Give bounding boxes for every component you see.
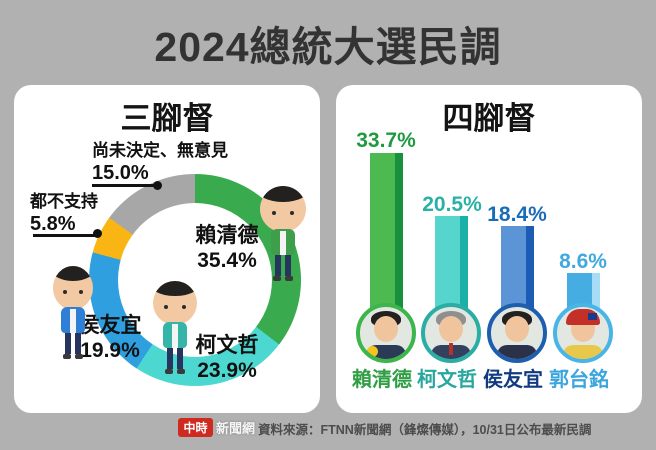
page-title: 2024總統大選民調 (154, 24, 502, 70)
label-ko: 柯文哲 23.9% (195, 334, 259, 383)
label-hou: 侯友宜 19.9% (78, 314, 142, 363)
bar-lai (370, 153, 403, 314)
label-no-support: 都不支持 5.8% (30, 192, 98, 235)
ko-hair (153, 281, 197, 296)
microphone-icon (367, 346, 378, 357)
chinatimes-logo-icon: 中時 (178, 418, 213, 437)
bar-name-hou: 侯友宜 (483, 369, 543, 391)
bar-value-hou: 18.4% (487, 203, 547, 226)
ko-figure-head (153, 281, 197, 325)
hou-photo (487, 303, 547, 363)
bar-hou (501, 226, 534, 314)
bar-value-ko: 20.5% (422, 193, 482, 216)
footer: 中時 新聞網 資料來源：FTNN新聞網（鋒燦傳媒），10/31日公布最新民調 (0, 416, 656, 444)
hou-photo-face (505, 316, 529, 342)
lai-figure (256, 186, 310, 281)
bar-value-lai: 33.7% (356, 129, 416, 152)
undecided-callout-line (92, 184, 156, 187)
gou-photo (553, 303, 613, 363)
chinatimes-logo: 中時 新聞網 (178, 418, 255, 437)
lai-hair (260, 186, 306, 202)
bar-ko (435, 216, 468, 314)
hou-figure-head (53, 266, 93, 310)
data-source: 資料來源：FTNN新聞網（鋒燦傳媒），10/31日公布最新民調 (258, 423, 592, 437)
undecided-callout-dot (153, 181, 162, 190)
donut-hole (118, 203, 272, 357)
gou-photo-shirt (563, 345, 603, 359)
ko-photo (421, 303, 481, 363)
ko-jacket (163, 322, 187, 348)
flag-patch-icon (588, 313, 597, 320)
chinatimes-logo-text: 新聞網 (216, 421, 256, 436)
lai-photo (356, 303, 416, 363)
bar-name-ko: 柯文哲 (417, 369, 477, 391)
bar-name-gou: 郭台銘 (549, 369, 609, 391)
no-support-callout-dot (93, 229, 102, 238)
hou-photo-suit (497, 345, 537, 359)
bar-value-gou: 8.6% (559, 250, 607, 273)
lai-jacket (271, 229, 295, 255)
gou-photo-cap (566, 309, 600, 325)
hou-figure (50, 266, 96, 359)
four-way-panel: 四腳督 33.7% 20.5% 18.4% 8.6% (336, 85, 642, 413)
ko-photo-tie (449, 343, 453, 355)
ko-photo-face (439, 316, 463, 342)
label-undecided: 尚未決定、無意見 15.0% (92, 141, 228, 184)
no-support-callout-line (33, 234, 97, 237)
four-way-title: 四腳督 (442, 101, 536, 136)
ko-figure (150, 281, 200, 374)
three-way-panel: 三腳督 尚未決定、無意見 15.0% 都不支持 5.8% 賴清德 35.4% 柯… (14, 85, 320, 413)
bar-name-lai: 賴清德 (352, 369, 412, 391)
hou-hair (53, 266, 93, 281)
label-lai: 賴清德 35.4% (195, 224, 259, 273)
three-way-title: 三腳督 (120, 101, 214, 136)
lai-figure-head (260, 186, 306, 232)
hou-jacket (61, 307, 85, 333)
lai-photo-face (374, 316, 398, 342)
